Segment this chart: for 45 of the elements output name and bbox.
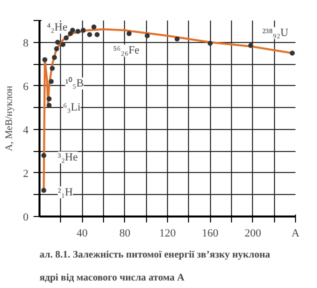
point [41,153,46,158]
annotation: ³₂He [58,152,78,164]
point [208,40,213,46]
x-tick-label: 160 [202,228,219,240]
point [91,24,96,30]
annotation: ⁴₂He [46,22,68,34]
point [174,36,180,42]
point [87,32,92,38]
y-tick-label: 8 [23,37,29,50]
point [42,57,48,62]
y-tick-label: 6 [23,80,29,93]
point [54,46,60,52]
annotation: ²³⁸₉₂U [262,27,288,40]
point [46,102,52,108]
point [75,28,80,34]
y-axis-title: A, МеВ/нуклон [4,85,15,152]
point [60,42,66,47]
point [144,33,150,38]
point [80,28,86,33]
point [55,40,60,45]
annotation: ¹⁰₅B [65,76,84,90]
x-tick-label: 80 [119,228,131,240]
point [248,43,254,48]
x-tick-label: 120 [159,228,176,240]
point [52,55,57,60]
point [126,31,132,36]
point [64,35,69,40]
y-tick-label: 0 [23,212,29,224]
annotation: ⁶₃Li [63,101,81,114]
y-tick-label: 4 [23,124,29,136]
y-tick-label: 2 [23,168,28,180]
annotation: ⁵⁶₂₆Fe [113,44,140,57]
point [94,32,100,38]
point [46,96,52,102]
point [290,50,295,56]
annotation: ²₁H [58,186,73,198]
x-tick-label: 40 [76,228,88,240]
point [48,78,54,84]
chart-title: ал. 8.1. Залежність питомої енергії зв’язку нуклона ядрі від масового числа атома A [40,250,270,284]
x-tick-label: A [292,228,300,240]
point [41,188,46,193]
point [50,66,55,71]
x-tick-label: 200 [244,228,262,240]
point [70,28,76,33]
point [68,31,73,36]
